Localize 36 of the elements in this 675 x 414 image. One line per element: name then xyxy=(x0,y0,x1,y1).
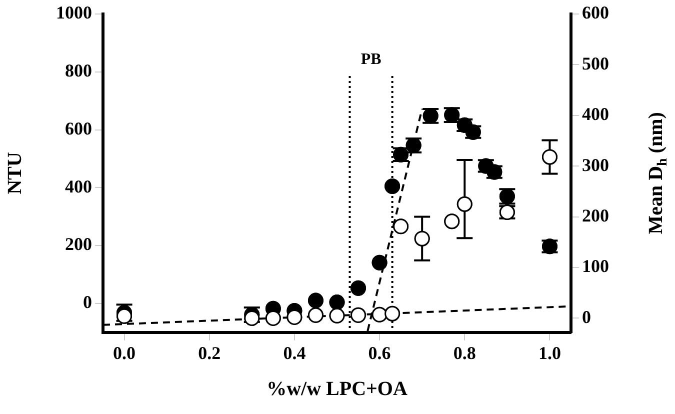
x-tick-label: 0.0 xyxy=(113,342,136,363)
x-tick-label: 1.0 xyxy=(538,342,561,363)
point xyxy=(456,196,472,212)
point xyxy=(393,218,409,234)
point xyxy=(329,308,345,324)
y2-axis-title: Mean Dh (nm) xyxy=(645,112,671,234)
point xyxy=(350,307,366,323)
point xyxy=(372,306,388,322)
x-tick-label: 0.8 xyxy=(453,342,476,363)
y2-tick-label: 400 xyxy=(582,104,609,124)
point xyxy=(308,307,324,323)
x-axis-title: %w/w LPC+OA xyxy=(266,378,408,400)
point xyxy=(384,306,400,322)
y2-tick-label: 200 xyxy=(582,205,609,226)
y-tick-label: 800 xyxy=(65,60,92,81)
y-tick-label: 1000 xyxy=(56,2,92,23)
y-axis-title: NTU xyxy=(4,152,26,194)
y2-tick-label: 500 xyxy=(582,53,609,74)
x-tick-label: 0.2 xyxy=(198,342,221,363)
y-tick-label: 400 xyxy=(65,176,92,196)
point xyxy=(542,149,558,165)
y2-tick-label: 600 xyxy=(582,2,609,23)
point xyxy=(116,308,132,324)
y-tick-label: 600 xyxy=(65,118,92,138)
y2-tick-label: 100 xyxy=(582,256,609,276)
y-tick-label: 0 xyxy=(83,292,92,312)
y-tick-label: 200 xyxy=(65,234,92,254)
point xyxy=(265,310,281,326)
y2-tick-label: 0 xyxy=(582,306,591,327)
point xyxy=(286,309,302,325)
x-tick-label: 0.6 xyxy=(368,342,391,363)
y2-tick-label: 300 xyxy=(582,154,609,175)
point xyxy=(444,214,460,230)
annotation: PB xyxy=(360,51,382,68)
point xyxy=(414,230,430,246)
x-tick-label: 0.4 xyxy=(283,342,306,363)
